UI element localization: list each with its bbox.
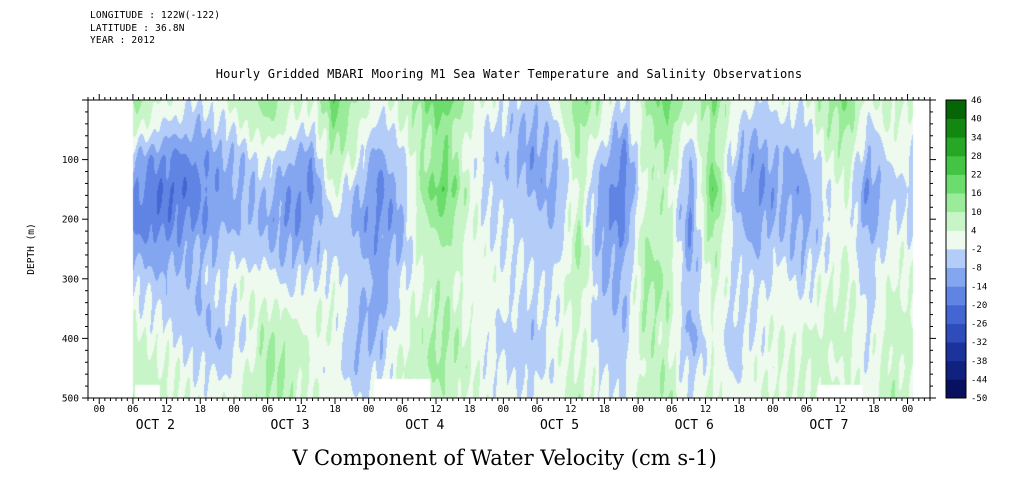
x-tick-label: 06	[801, 404, 813, 415]
colorbar-segment	[946, 286, 966, 306]
colorbar-label: -20	[971, 301, 987, 311]
y-tick-label: 200	[62, 215, 79, 226]
x-tick-label: 12	[430, 404, 441, 415]
header-info: LONGITUDE : 122W(-122) LATITUDE : 36.8N …	[90, 10, 220, 48]
colorbar-segment	[946, 304, 966, 324]
x-tick-label: 00	[228, 404, 240, 415]
x-tick-label: 06	[127, 404, 139, 415]
heatmap-canvas	[88, 100, 930, 398]
colorbar-segment	[946, 118, 966, 138]
colorbar-label: -50	[971, 394, 987, 404]
chart-title: Hourly Gridded MBARI Mooring M1 Sea Wate…	[215, 67, 803, 81]
y-tick-label: 400	[62, 334, 79, 345]
colorbar-label: -38	[971, 357, 987, 367]
x-tick-label: 06	[531, 404, 543, 415]
colorbar-segment	[946, 342, 966, 362]
x-tick-label: 06	[666, 404, 678, 415]
year-label: YEAR : 2012	[90, 35, 156, 46]
x-tick-label: 12	[700, 404, 711, 415]
colorbar-segment	[946, 323, 966, 343]
colorbar-label: -26	[971, 320, 987, 330]
x-tick-label: 00	[902, 404, 914, 415]
colorbar-segment	[946, 360, 966, 380]
colorbar-segment	[946, 249, 966, 269]
colorbar-label: 34	[971, 133, 982, 143]
caption: V Component of Water Velocity (cm s-1)	[292, 446, 717, 470]
colorbar-label: -32	[971, 338, 987, 348]
x-tick-label: 06	[397, 404, 409, 415]
colorbar-label: 22	[971, 171, 982, 181]
colorbar-label: -8	[971, 264, 982, 274]
colorbar-label: 46	[971, 96, 982, 106]
y-tick-label: 100	[62, 155, 79, 166]
colorbar-segment	[946, 193, 966, 213]
colorbar-segment	[946, 379, 966, 399]
colorbar-segment	[946, 267, 966, 287]
x-tick-label: 12	[834, 404, 845, 415]
x-tick-label: 00	[767, 404, 779, 415]
colorbar-segment	[946, 211, 966, 231]
y-tick-label: 500	[62, 394, 79, 405]
colorbar-border	[945, 99, 967, 399]
x-tick-label: 18	[599, 404, 611, 415]
x-tick-label: 18	[868, 404, 880, 415]
x-day-label: OCT 2	[136, 418, 175, 433]
x-tick-label: 00	[632, 404, 644, 415]
x-tick-label: 18	[195, 404, 207, 415]
x-tick-label: 12	[161, 404, 172, 415]
x-day-label: OCT 3	[271, 418, 310, 433]
colorbar-segment	[946, 230, 966, 250]
x-tick-label: 00	[94, 404, 106, 415]
latitude-label: LATITUDE : 36.8N	[90, 22, 185, 34]
colorbar-segment	[946, 155, 966, 175]
x-day-label: OCT 4	[405, 418, 444, 433]
longitude-label: LONGITUDE : 122W(-122)	[90, 10, 221, 21]
colorbar-label: 16	[971, 189, 982, 199]
x-tick-label: 06	[262, 404, 274, 415]
x-tick-label: 00	[498, 404, 510, 415]
y-tick-label: 300	[62, 274, 79, 285]
x-tick-label: 18	[329, 404, 341, 415]
colorbar-segment	[946, 100, 966, 120]
x-tick-label: 12	[296, 404, 307, 415]
colorbar-label: 10	[971, 208, 982, 218]
colorbar-segment	[946, 174, 966, 194]
colorbar-label: -2	[971, 245, 982, 255]
x-tick-label: 12	[565, 404, 576, 415]
x-tick-label: 00	[363, 404, 375, 415]
colorbar-label: 28	[971, 152, 982, 162]
colorbar-label: 40	[971, 115, 982, 125]
colorbar-label: 4	[971, 226, 976, 236]
x-day-label: OCT 7	[809, 418, 848, 433]
colorbar-segment	[946, 137, 966, 157]
x-tick-label: 18	[464, 404, 476, 415]
y-axis-title: DEPTH (m)	[26, 223, 37, 274]
colorbar-label: -14	[971, 282, 987, 292]
colorbar-label: -44	[971, 375, 987, 385]
x-day-label: OCT 5	[540, 418, 579, 433]
x-day-label: OCT 6	[675, 418, 714, 433]
x-tick-label: 18	[733, 404, 745, 415]
